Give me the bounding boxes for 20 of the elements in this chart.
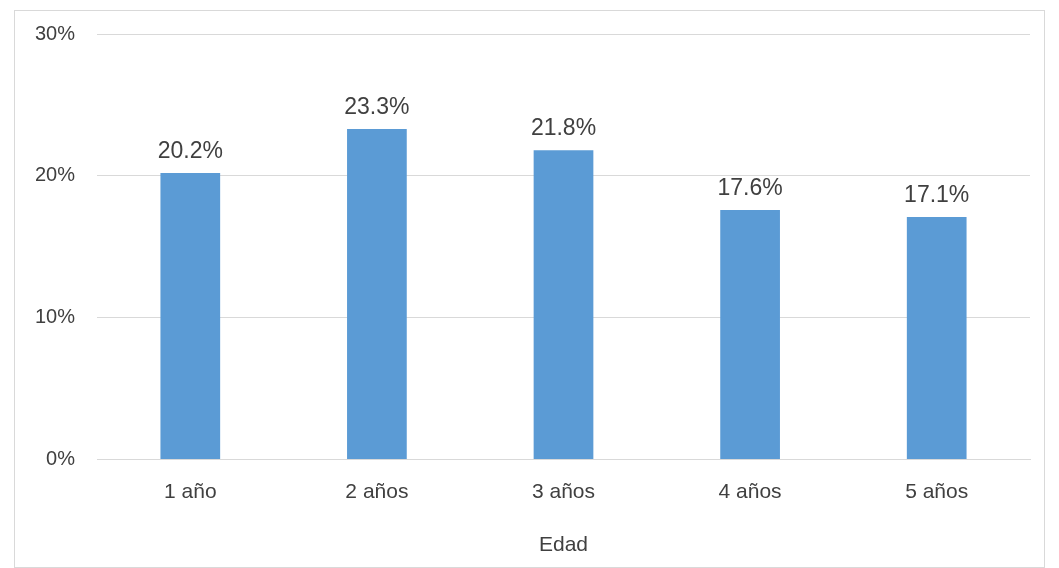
y-tick-label: 0% <box>46 447 76 470</box>
x-tick-label: 4 años <box>718 479 782 502</box>
data-label: 20.2% <box>157 136 223 163</box>
data-label: 17.6% <box>717 173 783 200</box>
x-tick-label: 5 años <box>905 479 969 502</box>
data-label: 21.8% <box>530 114 597 141</box>
bar <box>533 150 594 460</box>
y-tick-label: 10% <box>34 305 76 328</box>
data-label: 17.1% <box>904 180 970 207</box>
y-tick-label: 30% <box>34 21 76 44</box>
y-tick-label: 20% <box>34 163 76 186</box>
data-label: 23.3% <box>344 92 410 119</box>
bar <box>906 217 967 460</box>
x-tick-label: 2 años <box>345 479 409 502</box>
bar <box>720 209 780 460</box>
x-tick-label: 3 años <box>531 479 596 502</box>
bar <box>347 129 407 460</box>
x-axis-title: Edad <box>538 532 589 556</box>
x-tick-label: 1 año <box>164 479 217 502</box>
bar <box>160 173 221 460</box>
